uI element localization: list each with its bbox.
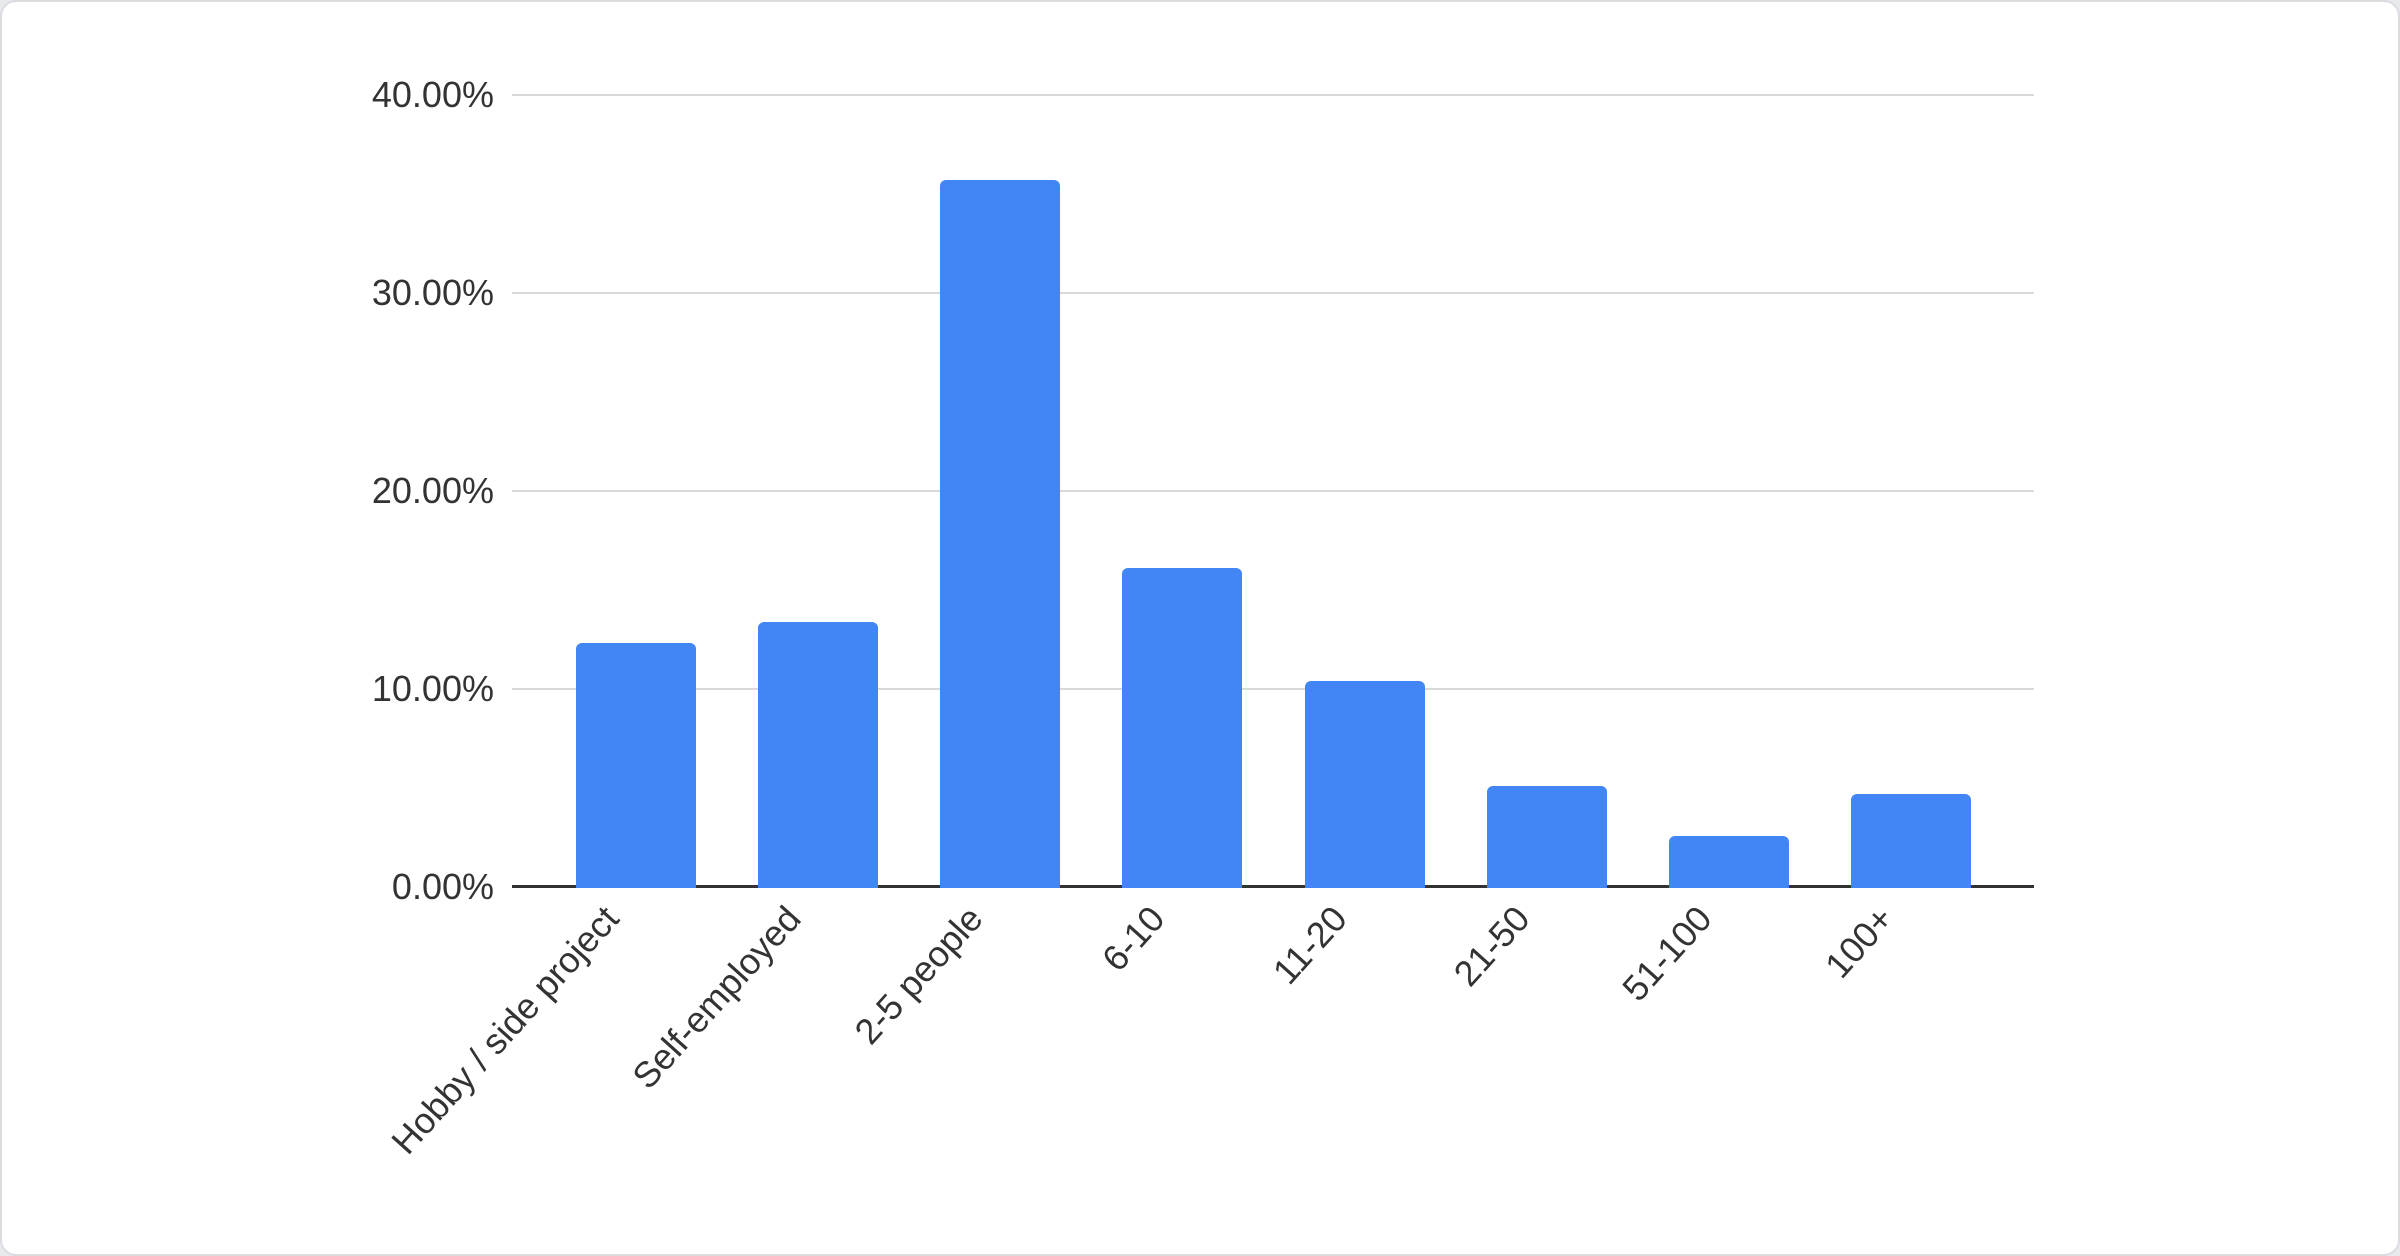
- y-axis-tick-label: 10.00%: [371, 668, 494, 709]
- bar: [1304, 681, 1425, 888]
- x-axis-category-label: 51-100: [1613, 898, 1720, 1009]
- x-axis-category-label: Self-employed: [624, 898, 809, 1097]
- x-axis-category-label: 21-50: [1445, 898, 1538, 994]
- bar: [1850, 793, 1971, 888]
- plot-area: [512, 94, 2034, 888]
- bar: [576, 643, 696, 888]
- bar: [1122, 568, 1243, 888]
- y-axis-tick-label: 40.00%: [371, 74, 494, 115]
- gridline: [512, 94, 2034, 96]
- bar: [940, 180, 1061, 888]
- x-axis-category-label: 11-20: [1264, 898, 1356, 992]
- x-axis-category-label: Hobby / side project: [383, 898, 627, 1162]
- x-axis-line: [512, 885, 2034, 888]
- y-axis-tick-label: 30.00%: [371, 272, 494, 313]
- bar: [1668, 835, 1789, 888]
- gridline: [512, 688, 2034, 690]
- gridline: [512, 292, 2034, 294]
- y-axis-tick-label: 0.00%: [391, 866, 494, 907]
- bar: [758, 621, 879, 888]
- x-axis-category-label: 100+: [1816, 898, 1902, 986]
- x-axis-category-label: 6-10: [1094, 898, 1173, 979]
- bar: [1486, 786, 1607, 888]
- gridline: [512, 490, 2034, 492]
- x-axis-category-label: 2-5 people: [846, 898, 991, 1052]
- y-axis-tick-label: 20.00%: [371, 470, 494, 511]
